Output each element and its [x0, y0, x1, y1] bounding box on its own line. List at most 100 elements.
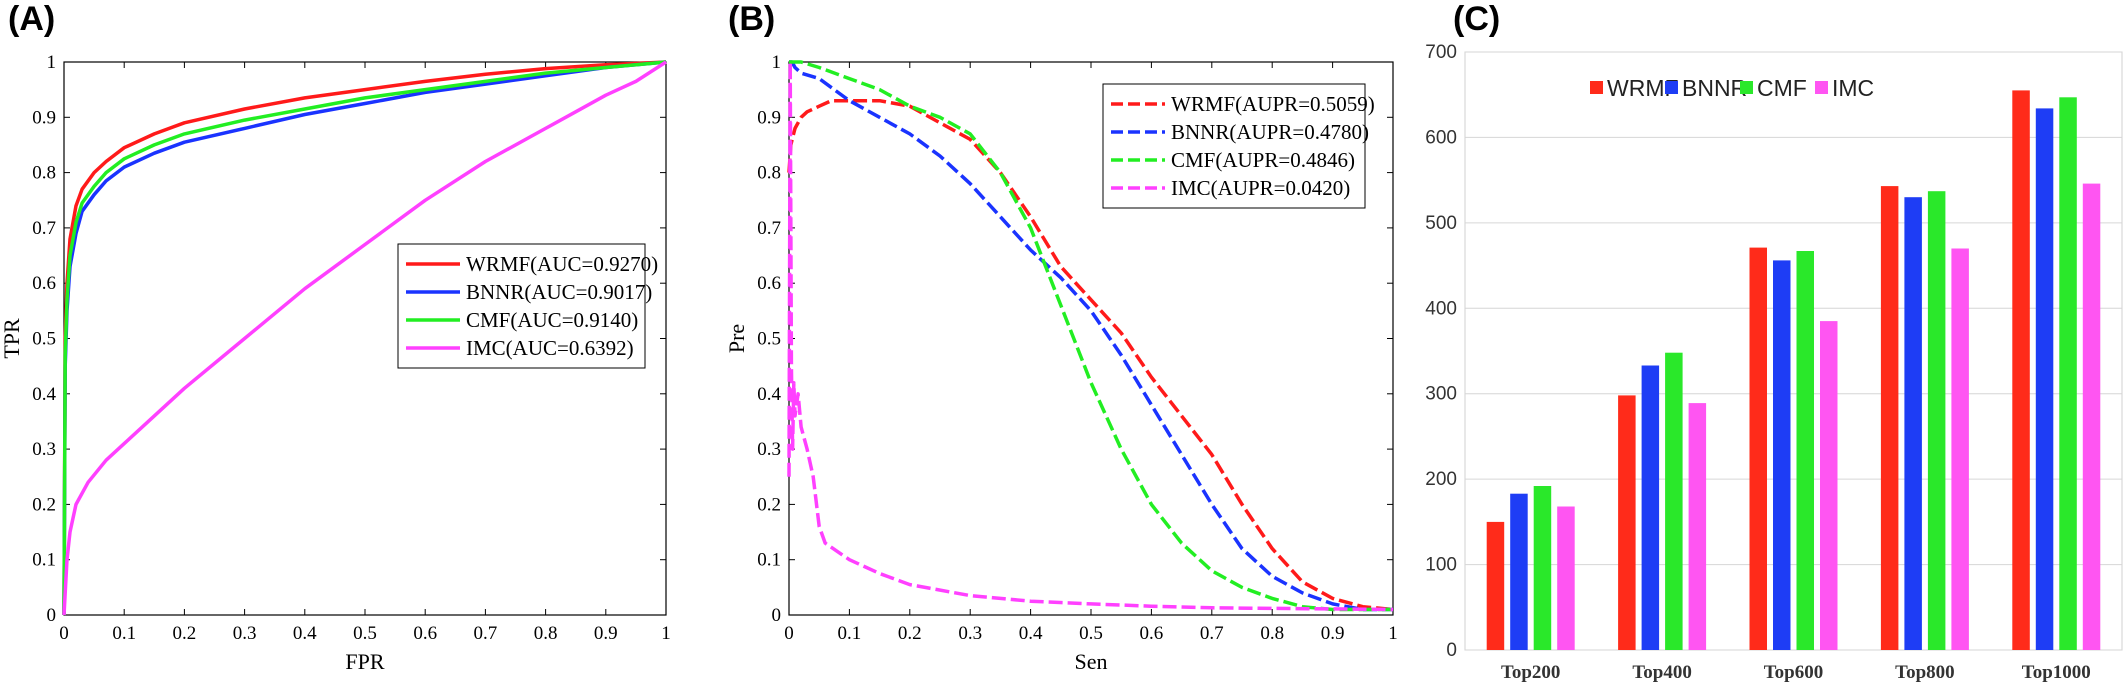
legend-label-bnnr: BNNR(AUC=0.9017) — [466, 280, 652, 304]
y-tick-label: 100 — [1425, 555, 1457, 576]
x-tick-label: 0.3 — [958, 623, 982, 644]
bar-bnnr-top800 — [1904, 197, 1922, 650]
x-axis-label: FPR — [345, 649, 384, 674]
y-tick-label: 0.2 — [757, 494, 781, 515]
legend-label-bnnr: BNNR(AUPR=0.4780) — [1171, 120, 1369, 144]
y-tick-label: 0 — [772, 605, 782, 626]
series-line-wrmf — [62, 60, 667, 616]
legend-label-wrmf: WRMF(AUPR=0.5059) — [1171, 92, 1375, 116]
bar-wrmf-top800 — [1880, 186, 1899, 650]
y-tick-label: 200 — [1425, 469, 1457, 490]
bar-cmf-top800 — [1927, 191, 1946, 650]
bar-imc-top1000 — [2082, 183, 2101, 650]
y-tick-label: 0.9 — [32, 107, 56, 128]
legend-label-cmf: CMF(AUPR=0.4846) — [1171, 148, 1355, 172]
legend-label-cmf: CMF — [1757, 75, 1807, 101]
y-tick-label: 0 — [47, 605, 57, 626]
y-tick-label: 0.4 — [757, 384, 781, 405]
series-line-wrmf — [787, 98, 1394, 612]
x-tick-label: 0.1 — [838, 623, 862, 644]
bar-bnnr-top600 — [1773, 260, 1791, 650]
x-tick-label: 0.4 — [1019, 623, 1043, 644]
y-tick-label: 500 — [1425, 213, 1457, 234]
y-axis-label: TPR — [0, 318, 24, 359]
x-tick-label: 0.4 — [293, 623, 317, 644]
series-line-imc — [62, 60, 667, 616]
legend-swatch-imc — [1815, 81, 1828, 94]
panel-label-c: (C) — [1453, 0, 1500, 38]
y-tick-label: 0.2 — [32, 494, 56, 515]
y-tick-label: 0.7 — [32, 218, 56, 239]
y-tick-label: 0.5 — [757, 329, 781, 350]
y-tick-label: 0.7 — [757, 218, 781, 239]
category-label: Top800 — [1895, 662, 1955, 683]
category-label: Top200 — [1501, 662, 1561, 683]
y-tick-label: 0.1 — [757, 550, 781, 571]
x-tick-label: 0.5 — [1079, 623, 1103, 644]
bar-wrmf-top600 — [1749, 247, 1767, 650]
x-tick-label: 0.9 — [594, 623, 618, 644]
legend: WRMF(AUPR=0.5059) BNNR(AUPR=0.4780) CMF(AU… — [1102, 83, 1375, 209]
x-tick-label: 0.2 — [898, 623, 922, 644]
panel-label-a: (A) — [8, 0, 55, 38]
roc-chart: 0 0.1 0.2 0.3 0.4 0.5 0.6 0.7 0.8 0.9 1 0 0.1 0.2 0.3 0… — [0, 52, 671, 674]
legend-label-imc: IMC — [1832, 75, 1874, 101]
top-k-bar-chart: 0 100 200 300 400 500 600 700 Top200 Top400 Top600… — [1425, 42, 2123, 683]
x-tick-label: 0.2 — [173, 623, 197, 644]
legend-label-cmf: CMF(AUC=0.9140) — [466, 308, 638, 332]
legend-swatch-wrmf — [1590, 81, 1603, 94]
x-tick-label: 1 — [1388, 623, 1398, 644]
series-line-imc — [787, 60, 1394, 612]
legend-label-wrmf: WRMF(AUC=0.9270) — [466, 252, 658, 276]
category-label: Top600 — [1764, 662, 1824, 683]
legend-label-imc: IMC(AUC=0.6392) — [466, 336, 634, 360]
y-tick-label: 1 — [47, 52, 57, 73]
x-axis-label: Sen — [1075, 649, 1108, 674]
x-tick-label: 0.8 — [534, 623, 558, 644]
legend: WRMF(AUC=0.9270) BNNR(AUC=0.9017) CMF(AUC=… — [397, 243, 658, 369]
y-tick-label: 700 — [1425, 42, 1457, 63]
series-line-cmf — [62, 60, 667, 616]
y-axis-label: Pre — [724, 324, 749, 353]
y-tick-label: 0.3 — [32, 439, 56, 460]
x-tick-label: 0 — [784, 623, 794, 644]
category-label: Top400 — [1632, 662, 1692, 683]
y-tick-label: 300 — [1425, 384, 1457, 405]
bar-cmf-top400 — [1665, 352, 1683, 650]
bar-imc-top600 — [1820, 321, 1838, 650]
bar-bnnr-top400 — [1641, 365, 1660, 650]
x-tick-label: 0.6 — [1140, 623, 1164, 644]
legend-label-bnnr: BNNR — [1682, 75, 1747, 101]
y-tick-label: 0.9 — [757, 107, 781, 128]
legend-swatch-bnnr — [1665, 81, 1678, 94]
series-line-cmf — [789, 60, 1393, 612]
bar-imc-top200 — [1557, 506, 1575, 650]
bar-imc-top800 — [1951, 248, 1969, 650]
x-tick-label: 0.8 — [1260, 623, 1284, 644]
x-tick-label: 0.7 — [474, 623, 498, 644]
bar-bnnr-top200 — [1510, 493, 1528, 650]
x-tick-label: 0.9 — [1321, 623, 1345, 644]
y-tick-label: 0.6 — [32, 273, 56, 294]
legend-label-imc: IMC(AUPR=0.0420) — [1171, 176, 1350, 200]
bar-wrmf-top200 — [1486, 521, 1505, 650]
y-tick-label: 0.3 — [757, 439, 781, 460]
x-tick-label: 0.5 — [353, 623, 377, 644]
x-tick-label: 0.7 — [1200, 623, 1224, 644]
x-tick-label: 0 — [59, 623, 69, 644]
y-tick-label: 0.5 — [32, 329, 56, 350]
legend-swatch-cmf — [1740, 81, 1753, 94]
y-tick-label: 1 — [772, 52, 782, 73]
panel-label-b: (B) — [728, 0, 775, 38]
bar-imc-top400 — [1688, 403, 1707, 650]
y-tick-label: 400 — [1425, 298, 1457, 319]
bar-cmf-top600 — [1796, 251, 1814, 650]
x-tick-label: 0.3 — [233, 623, 257, 644]
pr-chart: 0 0.1 0.2 0.3 0.4 0.5 0.6 0.7 0.8 0.9 1 0 0.1 0.2 0.3 0… — [724, 52, 1398, 674]
bar-wrmf-top1000 — [2012, 90, 2030, 650]
x-tick-label: 1 — [661, 623, 671, 644]
y-tick-label: 0.8 — [32, 163, 56, 184]
bar-cmf-top200 — [1533, 486, 1552, 650]
y-tick-label: 0.6 — [757, 273, 781, 294]
